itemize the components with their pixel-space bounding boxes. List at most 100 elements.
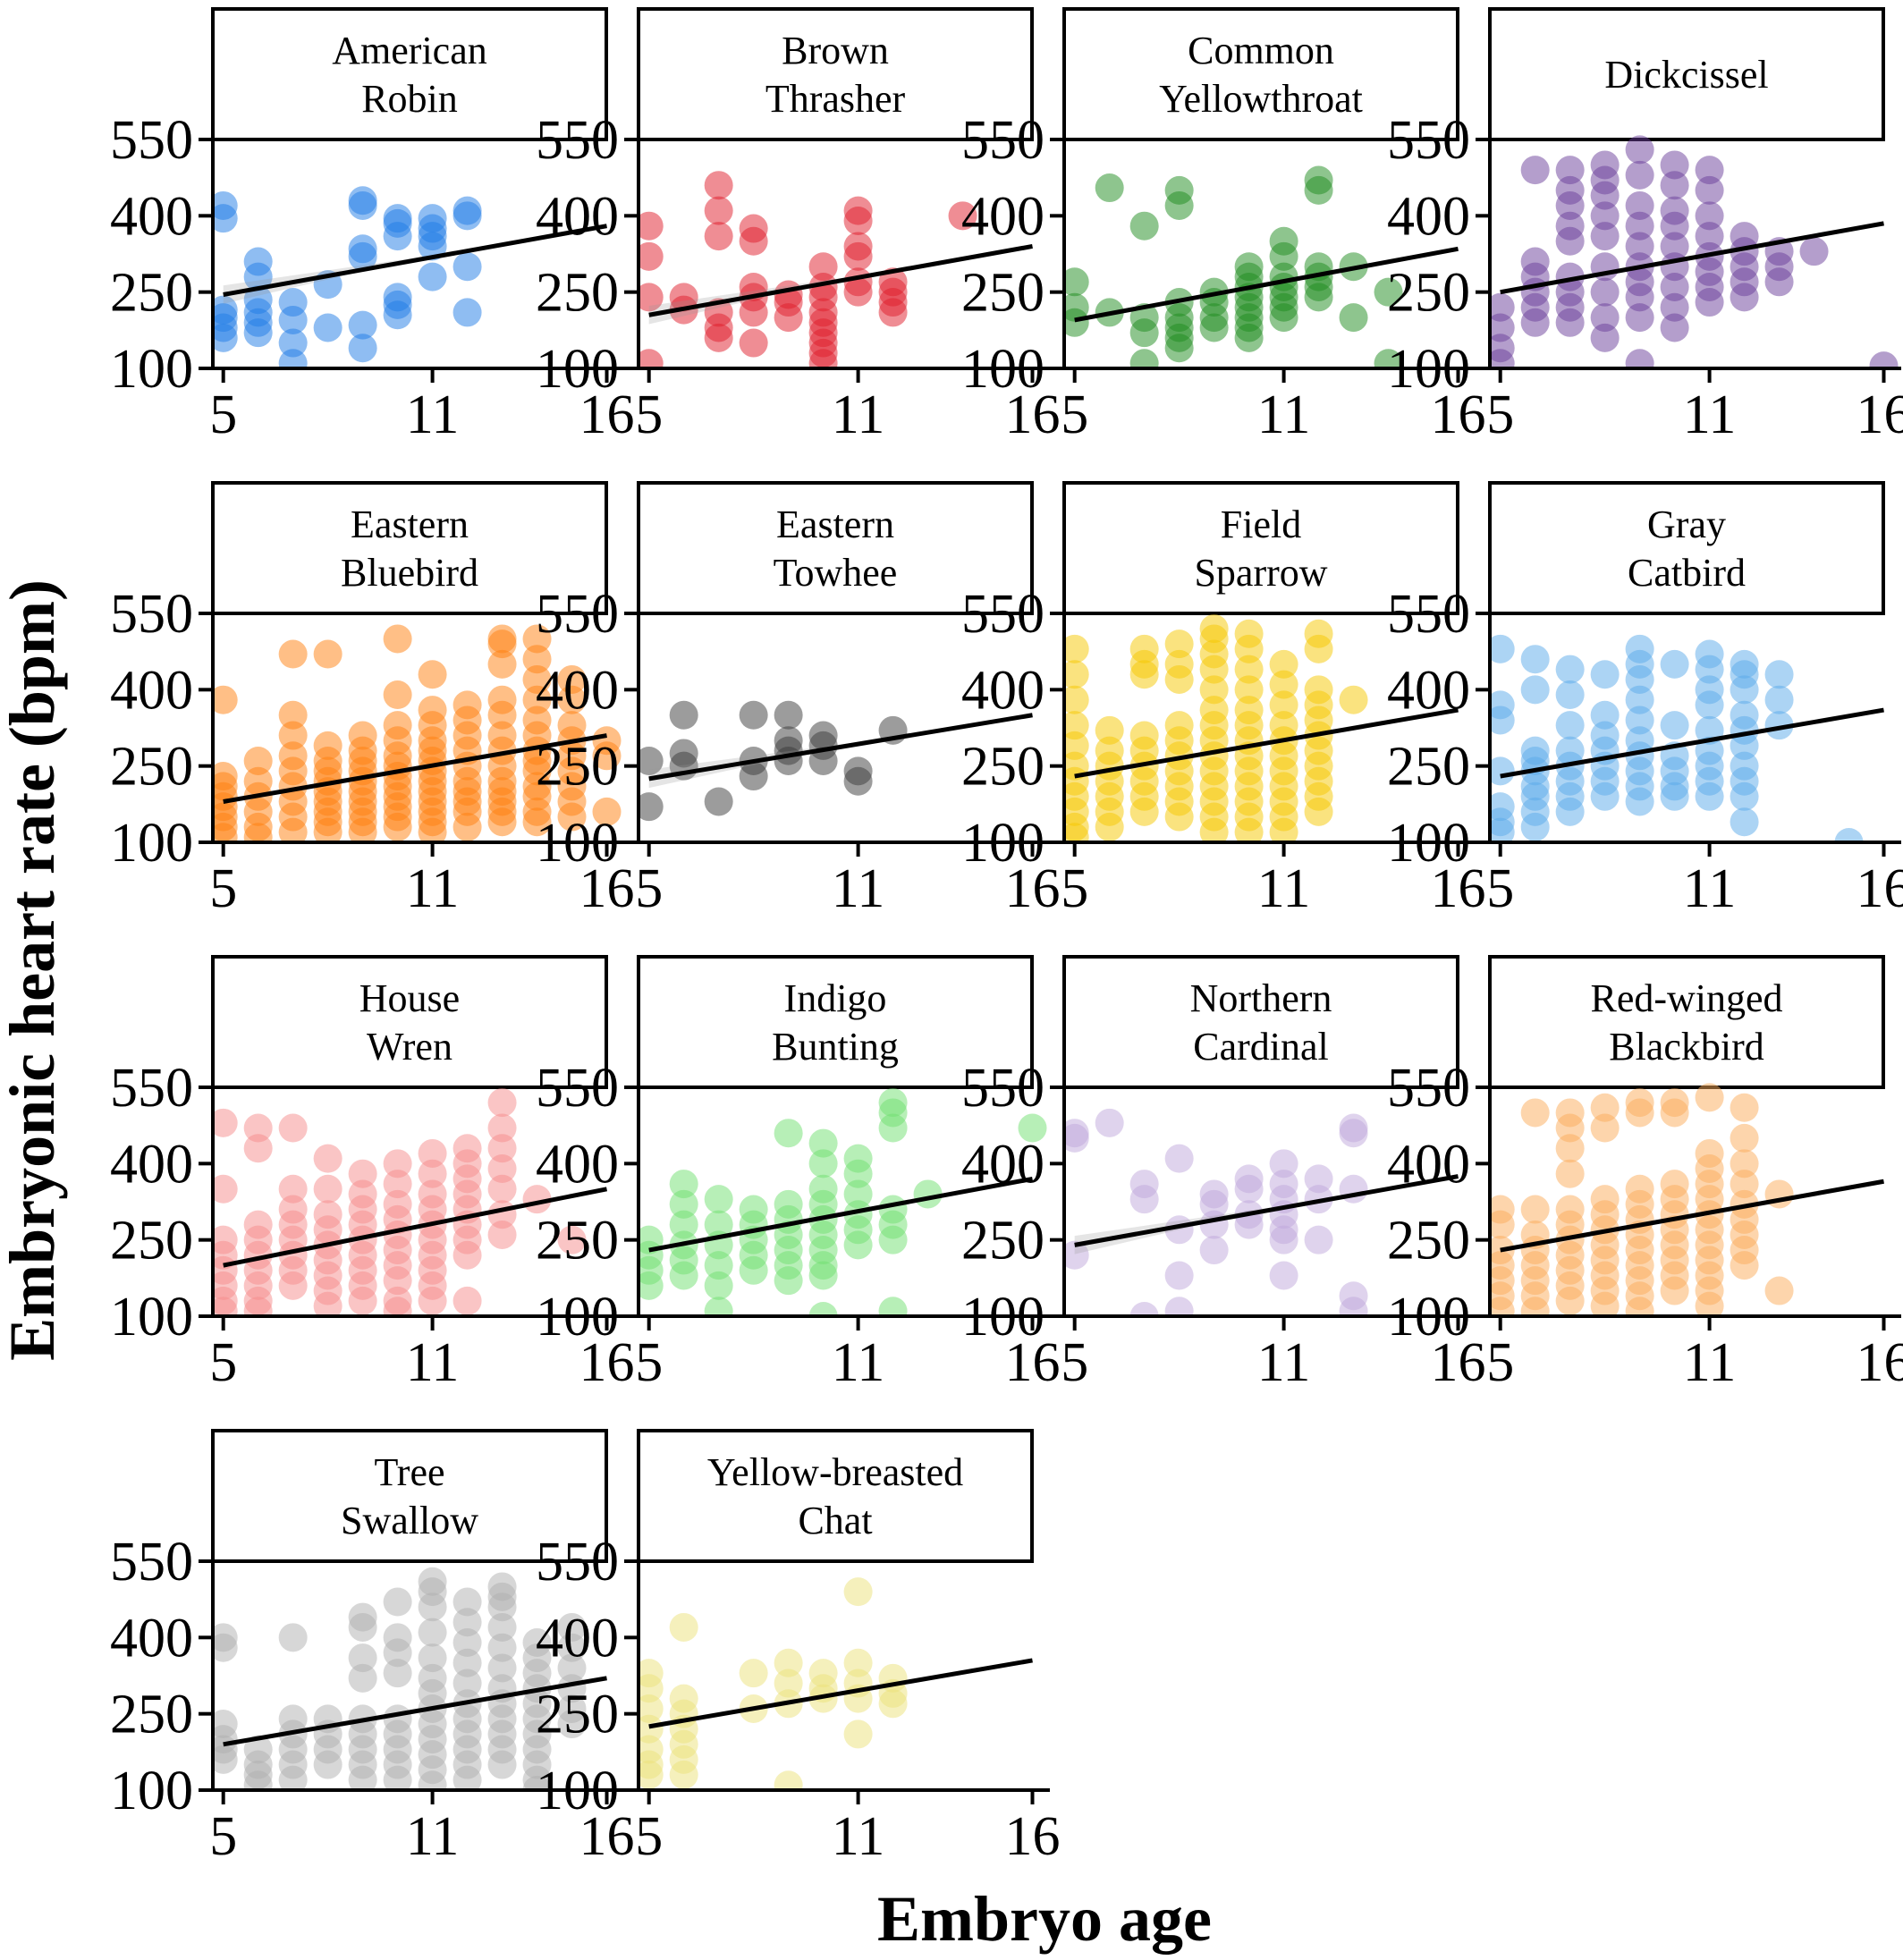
data-point	[1520, 1098, 1550, 1128]
data-point	[1064, 685, 1089, 714]
data-point	[452, 812, 482, 841]
x-tick-label: 11	[1683, 1332, 1737, 1393]
data-point	[348, 190, 377, 220]
data-point	[1555, 680, 1585, 710]
data-point	[348, 1663, 377, 1693]
data-point	[213, 1745, 238, 1774]
y-tick-label: 250	[110, 1685, 193, 1745]
data-point	[1764, 711, 1794, 740]
data-point	[313, 1291, 343, 1316]
data-point	[669, 1210, 698, 1239]
data-point	[348, 310, 377, 340]
data-point	[1234, 817, 1264, 842]
data-point	[487, 1174, 517, 1204]
data-point	[1590, 222, 1620, 251]
x-tick-label: 5	[1061, 384, 1088, 445]
data-point	[278, 1271, 308, 1300]
data-point	[1660, 711, 1689, 740]
facet-title-line: Dickcissel	[1604, 53, 1768, 97]
data-point	[1520, 156, 1550, 185]
data-point	[878, 1689, 908, 1719]
data-point	[452, 1669, 482, 1698]
data-point	[592, 797, 622, 826]
data-point	[1625, 664, 1654, 694]
facet-strip	[211, 481, 608, 615]
data-point	[213, 1633, 238, 1662]
y-tick-label: 550	[536, 110, 619, 171]
data-point	[213, 1108, 238, 1137]
data-point	[1555, 797, 1585, 826]
facet-title-line: Eastern	[776, 503, 894, 546]
data-point	[487, 1592, 517, 1622]
data-point	[278, 817, 308, 842]
y-tick-label: 400	[536, 1608, 619, 1669]
x-tick-label: 5	[209, 858, 237, 919]
x-tick-label: 11	[1257, 1332, 1311, 1393]
data-point	[1590, 781, 1620, 811]
data-point	[1555, 156, 1585, 185]
y-tick-label: 100	[110, 1287, 193, 1348]
data-point	[808, 746, 838, 775]
data-point	[843, 1648, 873, 1677]
data-points	[213, 1088, 587, 1316]
data-point	[487, 1612, 517, 1642]
data-point	[1625, 283, 1654, 312]
data-point	[739, 328, 768, 358]
facet-title-line: Brown	[782, 29, 889, 72]
data-point	[418, 1286, 447, 1315]
data-point	[1695, 1291, 1724, 1316]
data-point	[1234, 655, 1264, 684]
y-tick-label: 400	[110, 660, 193, 721]
confidence-band	[648, 275, 858, 325]
data-point	[774, 1669, 803, 1698]
data-point	[1590, 1113, 1620, 1143]
y-tick-label: 100	[1387, 339, 1470, 400]
facet-title-line: Thrasher	[765, 77, 906, 121]
y-tick-label: 400	[536, 660, 619, 721]
y-tick-label: 250	[1387, 263, 1470, 324]
data-point	[313, 1144, 343, 1173]
data-point	[1269, 670, 1298, 699]
data-point	[1520, 645, 1550, 674]
data-point	[487, 1653, 517, 1683]
data-point	[1269, 1149, 1298, 1179]
data-point	[1164, 629, 1194, 659]
data-point	[1199, 817, 1229, 842]
x-tick-label: 16	[1005, 384, 1061, 445]
x-tick-label: 5	[1486, 858, 1514, 919]
data-point	[639, 241, 664, 271]
y-tick-label: 550	[110, 1532, 193, 1592]
data-point	[1520, 675, 1550, 705]
regression-line	[223, 733, 607, 804]
data-points	[1490, 634, 1864, 842]
regression-line	[223, 1187, 607, 1268]
data-point	[1695, 1083, 1724, 1112]
data-point	[1269, 1225, 1298, 1255]
data-point	[739, 700, 768, 730]
data-point	[1695, 156, 1724, 185]
data-point	[1374, 349, 1403, 368]
data-point	[418, 1770, 447, 1790]
data-point	[383, 300, 412, 330]
data-point	[383, 624, 412, 654]
data-point	[1234, 1174, 1264, 1204]
facet-title-line: Indigo	[784, 976, 887, 1020]
x-tick-label: 11	[1683, 858, 1737, 919]
regression-line	[1500, 1179, 1884, 1253]
data-point	[1555, 1159, 1585, 1188]
data-point	[1555, 190, 1585, 220]
data-point	[243, 318, 273, 348]
data-point	[278, 1623, 308, 1652]
y-tick-label: 250	[536, 263, 619, 324]
data-point	[774, 1266, 803, 1296]
data-point	[557, 1633, 587, 1662]
y-tick-label: 100	[110, 1761, 193, 1821]
data-point	[487, 1088, 517, 1118]
data-point	[243, 823, 273, 842]
data-point	[487, 649, 517, 679]
